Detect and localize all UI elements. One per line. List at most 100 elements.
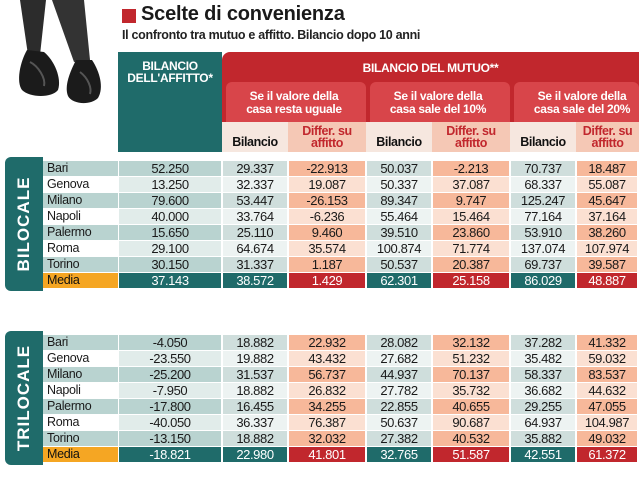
table-cell: 33.764 — [236, 209, 274, 224]
table-cell: 55.464 — [380, 209, 418, 224]
table-cell: 125.247 — [520, 193, 566, 208]
cell-bg — [289, 335, 365, 350]
cell-bg — [367, 415, 431, 430]
table-cell: 44.937 — [380, 367, 418, 382]
cell-bg — [119, 161, 221, 176]
table-cell: 19.882 — [236, 351, 274, 366]
table-cell: 38.572 — [236, 273, 274, 288]
table-cell: 29.337 — [236, 161, 274, 176]
table-cell: 26.832 — [308, 383, 346, 398]
table-cell: 23.860 — [452, 225, 490, 240]
city-bg-1-7 — [43, 257, 118, 272]
city-bg-1-3 — [43, 193, 118, 208]
city-label: Palermo — [47, 399, 92, 413]
cell-bg — [577, 177, 637, 192]
table-cell: 1.429 — [311, 273, 343, 288]
cell-bg — [511, 431, 575, 446]
cell-bg — [577, 257, 637, 272]
bilancio-col-header-1: Bilancio — [232, 135, 278, 149]
city-bg-2-4 — [43, 383, 118, 398]
table-cell: 36.337 — [236, 415, 274, 430]
cell-bg — [119, 367, 221, 382]
table-cell: 51.587 — [452, 447, 490, 462]
table-cell: 70.737 — [524, 161, 562, 176]
section-label-2: TRILOCALE — [14, 344, 33, 452]
table-cell: 1.187 — [311, 257, 343, 272]
differ-col-header-2-line2: affitto — [455, 136, 487, 150]
cell-bg — [433, 193, 509, 208]
city-label: Roma — [47, 415, 80, 429]
table-cell: 15.464 — [452, 209, 490, 224]
scenario-1-line1: Se il valore della — [249, 89, 339, 103]
affitto-header — [118, 52, 222, 152]
cell-bg — [433, 273, 509, 288]
cell-bg — [289, 273, 365, 288]
table-cell: 18.882 — [236, 383, 274, 398]
cell-bg — [577, 161, 637, 176]
table-cell: 22.980 — [236, 447, 274, 462]
cell-bg — [289, 177, 365, 192]
city-label: Roma — [47, 241, 80, 255]
table-cell: 50.337 — [380, 177, 418, 192]
cell-bg — [577, 225, 637, 240]
cell-bg — [289, 225, 365, 240]
cell-bg — [433, 225, 509, 240]
table-cell: 107.974 — [584, 241, 630, 256]
table-cell: 38.260 — [588, 225, 626, 240]
city-bg-1-5 — [43, 225, 118, 240]
table-cell: 20.387 — [452, 257, 490, 272]
scenario-3-line1: Se il valore della — [537, 89, 627, 103]
table-cell: 35.882 — [524, 431, 562, 446]
table-cell: 56.737 — [308, 367, 346, 382]
table-cell: 100.874 — [376, 241, 422, 256]
table-cell: -7.950 — [152, 383, 188, 398]
table-cell: 32.765 — [380, 447, 418, 462]
cell-bg — [577, 367, 637, 382]
table-cell: 41.801 — [308, 447, 346, 462]
table-cell: 86.029 — [524, 273, 562, 288]
city-bg-2-2 — [43, 351, 118, 366]
section-label-bg-2 — [5, 331, 43, 465]
cell-bg — [119, 399, 221, 414]
table-cell: -23.550 — [149, 351, 191, 366]
table-cell: 39.587 — [588, 257, 626, 272]
bilancio-col-header-3: Bilancio — [520, 135, 566, 149]
city-bg-2-1 — [43, 335, 118, 350]
cell-bg — [289, 367, 365, 382]
table-cell: 30.150 — [151, 257, 189, 272]
cell-bg — [433, 351, 509, 366]
cell-bg — [119, 177, 221, 192]
cell-bg — [367, 209, 431, 224]
cell-bg — [367, 257, 431, 272]
cell-bg — [223, 335, 287, 350]
differ-col-header-2-line1: Differ. su — [446, 124, 496, 138]
city-label: Genova — [47, 177, 89, 191]
cell-bg — [367, 225, 431, 240]
table-cell: 35.732 — [452, 383, 490, 398]
cell-bg — [289, 161, 365, 176]
table-cell: 37.143 — [151, 273, 189, 288]
cell-bg — [367, 241, 431, 256]
cell-bg — [289, 383, 365, 398]
table-cell: 9.747 — [455, 193, 487, 208]
cell-bg — [511, 399, 575, 414]
table-cell: 83.537 — [588, 367, 626, 382]
cell-bg — [289, 209, 365, 224]
cell-bg — [577, 335, 637, 350]
table-cell: 34.255 — [308, 399, 346, 414]
cell-bg — [119, 257, 221, 272]
table-cell: -18.821 — [149, 447, 191, 462]
table-cell: 32.032 — [308, 431, 346, 446]
table-cell: 19.087 — [308, 177, 346, 192]
cell-bg — [119, 431, 221, 446]
table-cell: 64.674 — [236, 241, 274, 256]
cell-bg — [577, 241, 637, 256]
table-cell: 36.682 — [524, 383, 562, 398]
table-cell: 27.682 — [380, 351, 418, 366]
table-cell: 104.987 — [584, 415, 630, 430]
cell-bg — [289, 351, 365, 366]
mutuo-header-title: BILANCIO DEL MUTUO** — [362, 61, 499, 75]
table-cell: 89.347 — [380, 193, 418, 208]
affitto-header-line1: BILANCIO — [142, 59, 198, 73]
scenario-2-line2: casa sale del 10% — [389, 102, 487, 116]
